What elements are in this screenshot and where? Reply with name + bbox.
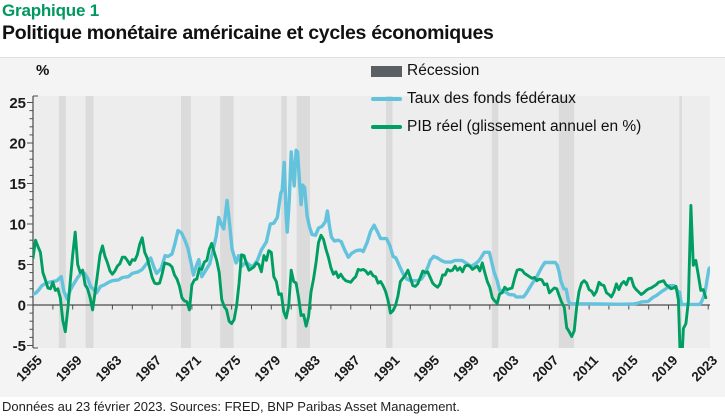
blue-line-swatch: [371, 97, 402, 101]
page-title: Politique monétaire américaine et cycles…: [2, 22, 494, 44]
svg-text:2003: 2003: [490, 352, 522, 384]
figure-label: Graphique 1: [2, 1, 99, 20]
legend-item-fed-funds: Taux des fonds fédéraux: [371, 90, 641, 108]
svg-text:2015: 2015: [609, 352, 641, 384]
chart-legend: Récession Taux des fonds fédéraux PIB ré…: [371, 62, 641, 136]
svg-text:1955: 1955: [13, 352, 45, 384]
legend-item-real-gdp: PIB réel (glissement annuel en %): [371, 118, 641, 136]
svg-text:1995: 1995: [410, 352, 442, 384]
svg-text:1987: 1987: [331, 353, 363, 385]
recession-band-swatch: [371, 65, 402, 77]
svg-text:2019: 2019: [649, 353, 681, 385]
svg-text:15: 15: [9, 176, 26, 193]
svg-text:1963: 1963: [93, 352, 125, 384]
svg-text:1975: 1975: [212, 352, 244, 384]
line-chart: -5 0 5 10 15 20 25 1955 1959 1963 1967 1971 1975 1979…: [9, 95, 720, 385]
green-line-swatch: [371, 125, 402, 129]
svg-text:5: 5: [18, 257, 26, 274]
svg-text:1971: 1971: [172, 352, 204, 384]
source-note: Données au 23 février 2023. Sources: FRE…: [2, 399, 460, 414]
svg-text:2023: 2023: [688, 352, 720, 384]
svg-text:2007: 2007: [530, 353, 562, 385]
svg-text:-5: -5: [13, 338, 26, 355]
legend-label: Taux des fonds fédéraux: [407, 90, 576, 107]
svg-text:25: 25: [9, 95, 26, 112]
svg-text:20: 20: [9, 136, 26, 153]
svg-text:1979: 1979: [252, 353, 284, 385]
y-axis-unit-label: %: [36, 62, 50, 79]
legend-label: Récession: [407, 62, 480, 79]
svg-text:2011: 2011: [570, 352, 602, 384]
legend-item-recession: Récession: [371, 62, 641, 80]
svg-text:1959: 1959: [53, 353, 85, 385]
svg-text:1983: 1983: [291, 352, 323, 384]
chart-panel: % -5 0 5 10 15 20 25 1955 1959 1963 1967 1971 1975 19…: [0, 57, 725, 397]
legend-label: PIB réel (glissement annuel en %): [407, 118, 642, 135]
svg-text:0: 0: [18, 298, 26, 315]
svg-text:1991: 1991: [371, 352, 403, 384]
svg-text:10: 10: [9, 217, 26, 234]
svg-text:1999: 1999: [450, 353, 482, 385]
svg-text:1967: 1967: [132, 353, 164, 385]
